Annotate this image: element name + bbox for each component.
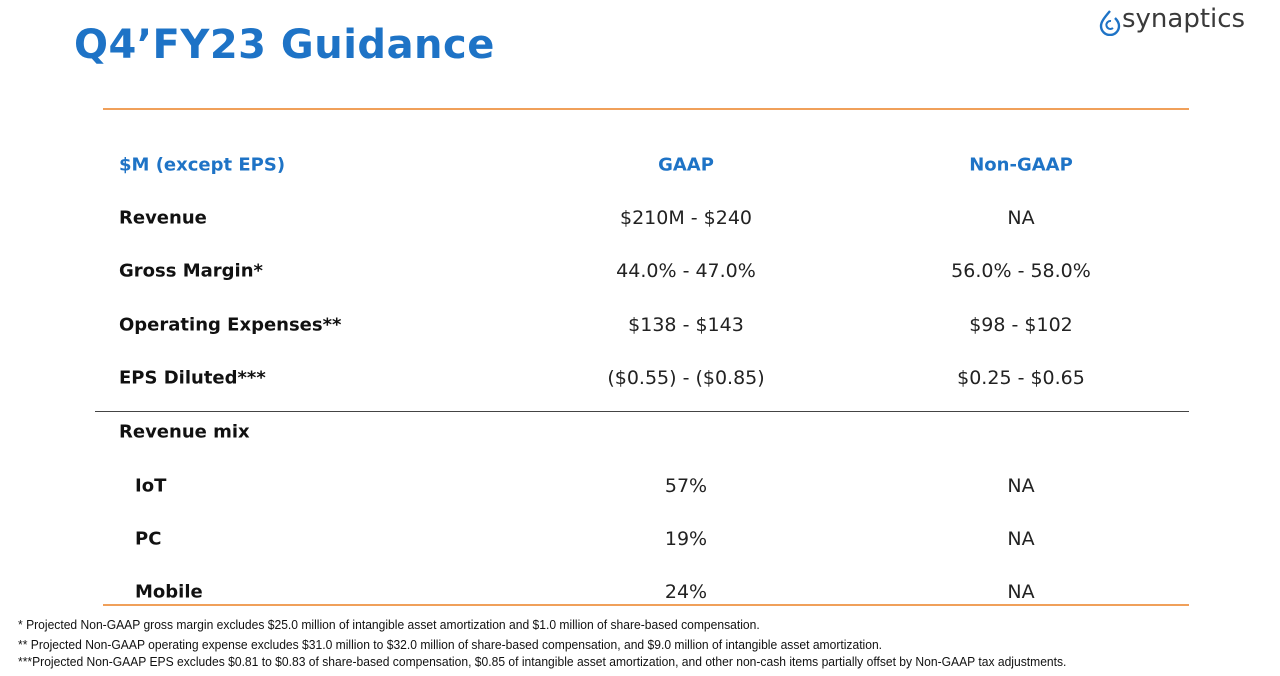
row-label: PC	[135, 528, 162, 550]
row-label: Revenue	[119, 207, 207, 229]
cell-value: $0.25 - $0.65	[957, 367, 1085, 389]
section-label: Revenue mix	[119, 421, 250, 443]
footnote: * Projected Non-GAAP gross margin exclud…	[18, 617, 760, 632]
slide-title: Q4’FY23 Guidance	[74, 22, 495, 68]
cell-value: NA	[1007, 207, 1035, 229]
footnote: ***Projected Non-GAAP EPS excludes $0.81…	[18, 654, 1067, 669]
cell-value: $98 - $102	[969, 314, 1073, 336]
column-header: Non-GAAP	[969, 154, 1073, 176]
logo-text: synaptics	[1122, 4, 1246, 34]
cell-value: NA	[1007, 528, 1035, 550]
cell-value: 19%	[664, 528, 708, 550]
row-label: EPS Diluted***	[119, 367, 266, 389]
divider	[95, 411, 1189, 412]
column-header: GAAP	[658, 154, 714, 176]
cell-value: NA	[1007, 475, 1035, 497]
column-header: $M (except EPS)	[119, 154, 286, 176]
cell-value: ($0.55) - ($0.85)	[607, 367, 765, 389]
cell-value: 44.0% - 47.0%	[616, 260, 756, 282]
divider	[103, 108, 1189, 110]
cell-value: 24%	[664, 581, 708, 603]
logo-icon	[1099, 10, 1121, 36]
footnote: ** Projected Non-GAAP operating expense …	[18, 637, 883, 652]
divider	[103, 604, 1189, 606]
row-label: IoT	[135, 475, 167, 497]
cell-value: 56.0% - 58.0%	[951, 260, 1091, 282]
row-label: Mobile	[135, 581, 203, 603]
row-label: Operating Expenses**	[119, 314, 342, 336]
cell-value: $138 - $143	[628, 314, 744, 336]
cell-value: NA	[1007, 581, 1035, 603]
cell-value: $210M - $240	[619, 207, 753, 229]
row-label: Gross Margin*	[119, 260, 263, 282]
cell-value: 57%	[664, 475, 708, 497]
